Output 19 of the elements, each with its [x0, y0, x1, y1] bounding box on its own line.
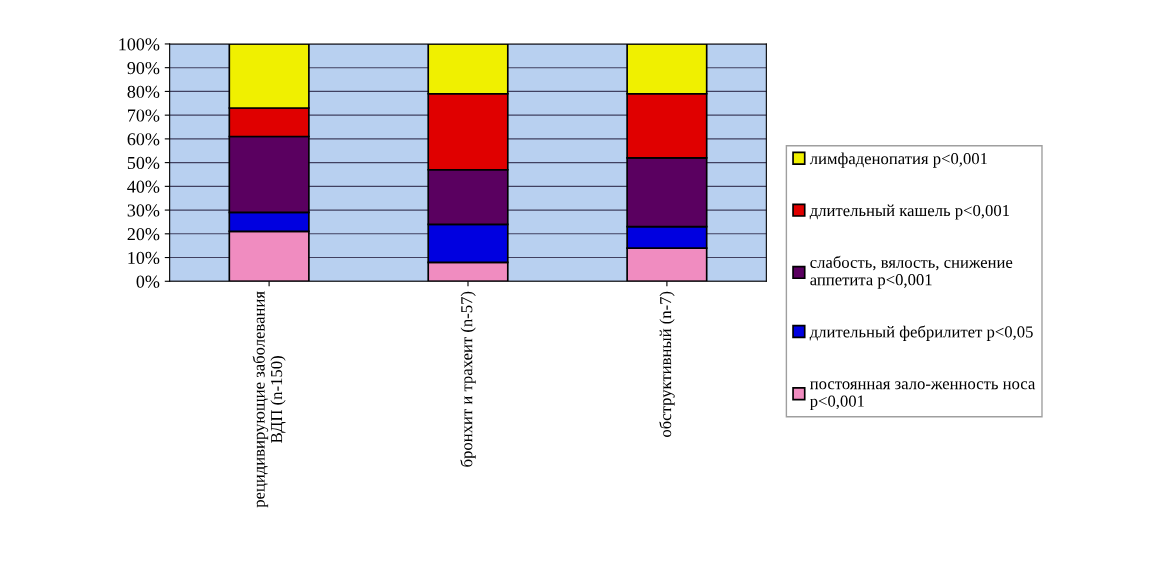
x-tick-label: бронхит и трахеит (n-57) — [460, 291, 476, 467]
y-tick-label: 60% — [127, 133, 160, 146]
legend-label: длительный фебрилитет p<0,05 — [809, 325, 1033, 341]
y-tick-label: 10% — [128, 251, 160, 265]
y-tick-label: 100% — [119, 38, 160, 51]
legend-label: слабость, вялость, снижение аппетита p<0,001 — [810, 255, 1013, 289]
legend-label: лимфаденопатия p<0,001 — [809, 152, 987, 168]
y-tick-label: 0% — [136, 275, 160, 288]
y-tick-label: 90% — [127, 61, 160, 75]
y-tick-label: 70% — [128, 109, 160, 122]
legend-label: длительный кашель p<0,001 — [809, 204, 1010, 220]
x-tick-label: обструктивный (n-7) — [659, 291, 675, 437]
y-tick-label: 80% — [127, 85, 160, 98]
y-tick-label: 40% — [127, 180, 160, 193]
y-tick-label: 50% — [127, 156, 160, 170]
y-tick-label: 30% — [127, 204, 160, 217]
x-tick-label: рецидивирующие заболевания ВДП (n-150) — [252, 291, 286, 508]
y-tick-label: 20% — [127, 228, 160, 241]
legend-label: постоянная зало-женность носа p<0,001 — [809, 381, 1036, 411]
